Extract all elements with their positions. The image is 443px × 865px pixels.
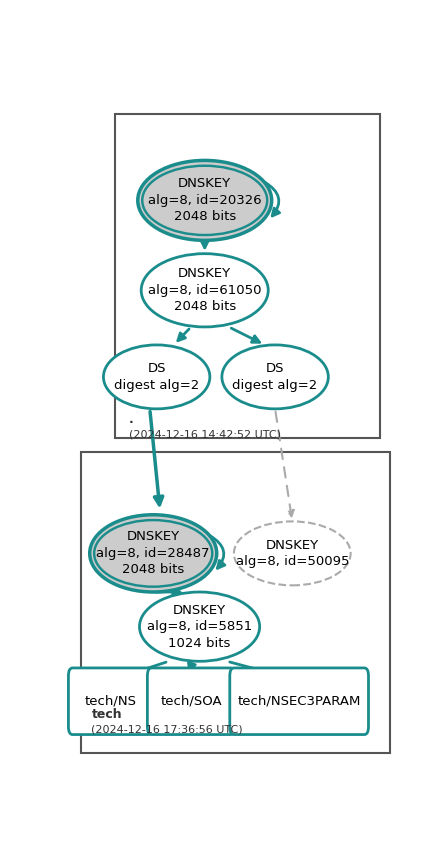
FancyBboxPatch shape (230, 668, 369, 734)
FancyBboxPatch shape (68, 668, 152, 734)
Text: (2024-12-16 17:36:56 UTC): (2024-12-16 17:36:56 UTC) (91, 725, 243, 734)
Text: DS
digest alg=2: DS digest alg=2 (114, 362, 199, 392)
FancyArrowPatch shape (264, 182, 280, 216)
Text: DNSKEY
alg=8, id=50095: DNSKEY alg=8, id=50095 (236, 539, 349, 568)
Ellipse shape (234, 522, 350, 586)
FancyBboxPatch shape (116, 114, 380, 439)
Ellipse shape (222, 345, 328, 409)
Text: (2024-12-16 14:42:52 UTC): (2024-12-16 14:42:52 UTC) (129, 430, 281, 439)
Text: DNSKEY
alg=8, id=20326
2048 bits: DNSKEY alg=8, id=20326 2048 bits (148, 177, 261, 223)
FancyBboxPatch shape (148, 668, 235, 734)
Text: DS
digest alg=2: DS digest alg=2 (233, 362, 318, 392)
Ellipse shape (141, 253, 268, 327)
Text: DNSKEY
alg=8, id=28487
2048 bits: DNSKEY alg=8, id=28487 2048 bits (97, 530, 210, 576)
Ellipse shape (89, 515, 217, 592)
Text: DNSKEY
alg=8, id=61050
2048 bits: DNSKEY alg=8, id=61050 2048 bits (148, 267, 261, 313)
Ellipse shape (103, 345, 210, 409)
FancyBboxPatch shape (81, 452, 390, 753)
Text: DNSKEY
alg=8, id=5851
1024 bits: DNSKEY alg=8, id=5851 1024 bits (147, 604, 252, 650)
Ellipse shape (138, 160, 272, 240)
Text: tech: tech (91, 708, 122, 721)
Text: .: . (129, 413, 134, 426)
Ellipse shape (140, 592, 260, 661)
Text: tech/NSEC3PARAM: tech/NSEC3PARAM (237, 695, 361, 708)
Text: tech/SOA: tech/SOA (160, 695, 222, 708)
FancyArrowPatch shape (210, 535, 225, 568)
Text: tech/NS: tech/NS (84, 695, 136, 708)
